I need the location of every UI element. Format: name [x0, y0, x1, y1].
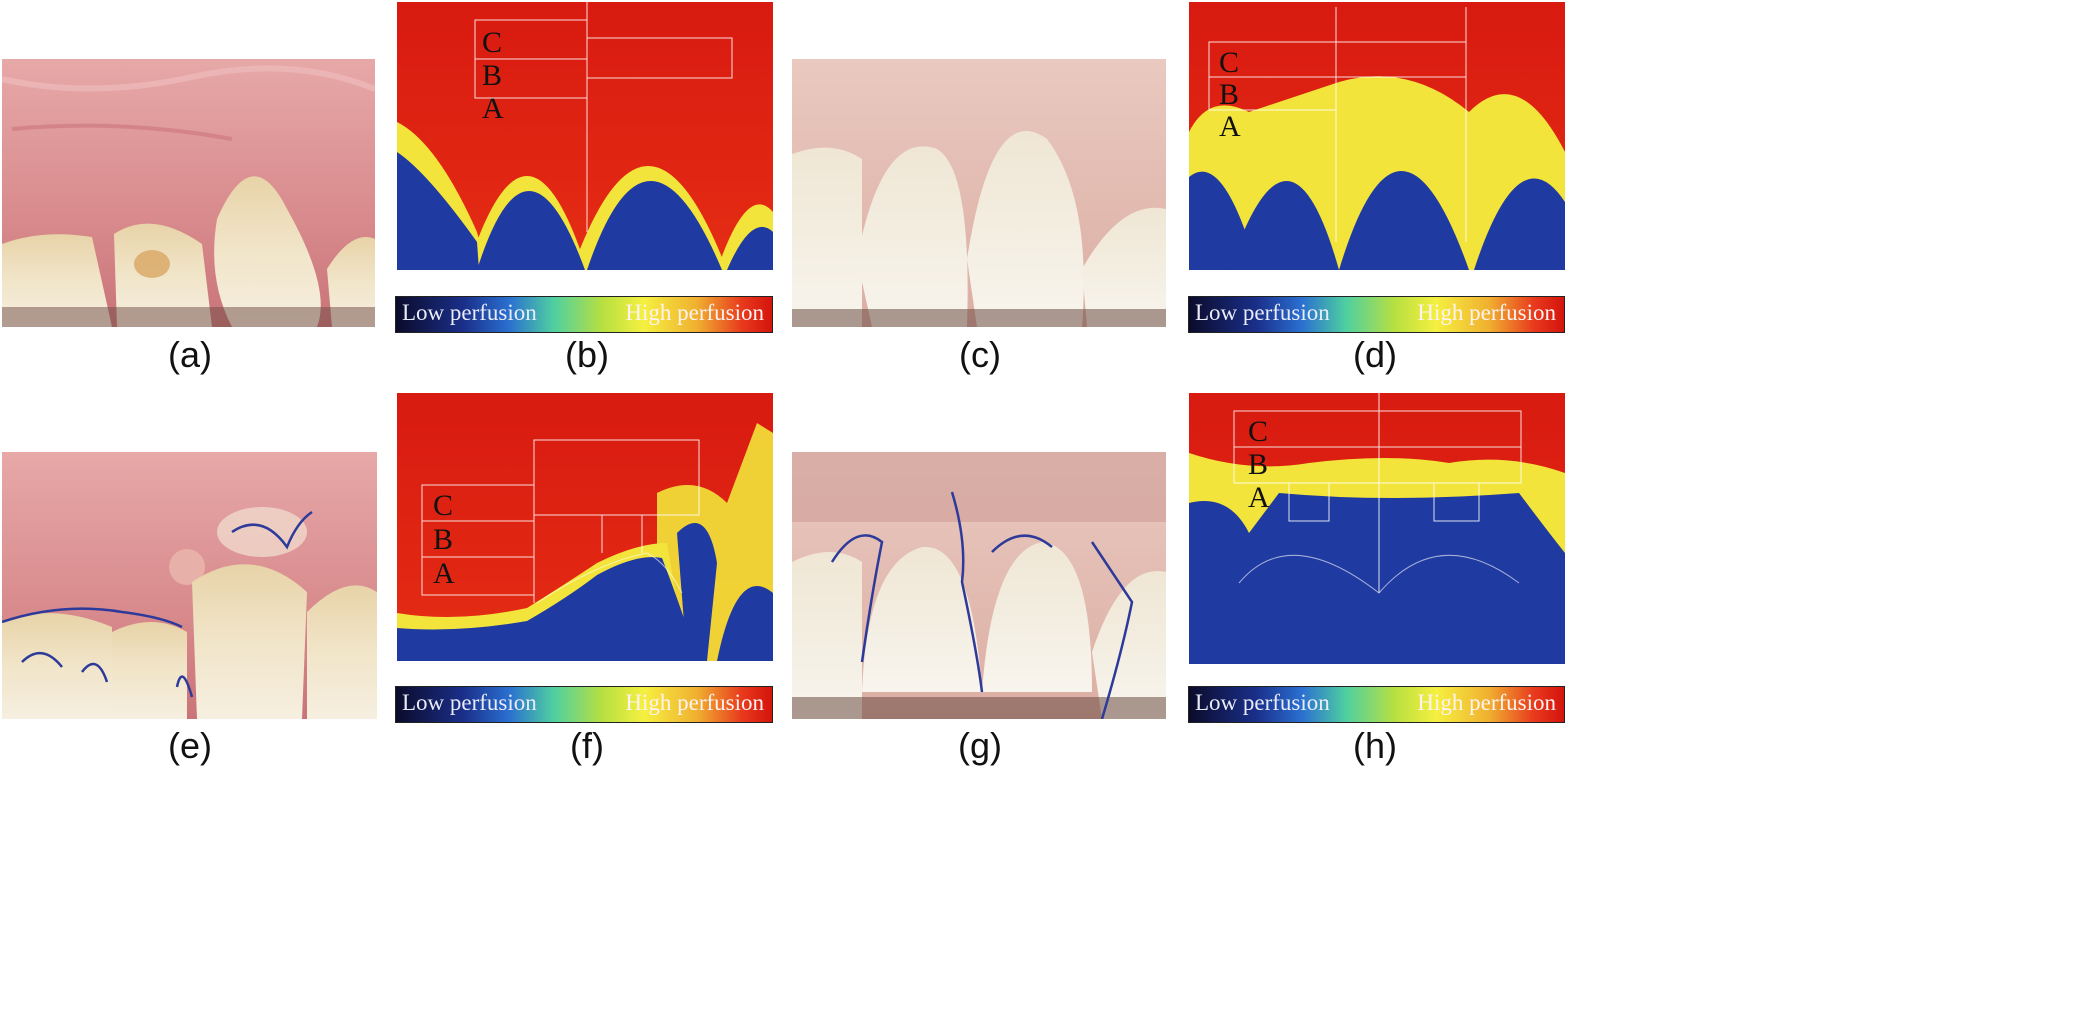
photo-panel-g [792, 452, 1166, 719]
perfusion-scale-bar-h: Low perfusion High perfusion [1188, 686, 1565, 723]
zone-label-c: C [482, 26, 503, 59]
caption-a: (a) [168, 334, 212, 375]
caption-c: (c) [959, 334, 1001, 375]
zone-label-a: A [1219, 110, 1241, 143]
zone-label-c: C [433, 489, 454, 522]
photo-panel-c [792, 59, 1166, 327]
perfusion-map-b: C B A [397, 2, 773, 270]
zone-label-b: B [433, 523, 454, 556]
caption-h: (h) [1353, 725, 1397, 766]
high-perfusion-label: High perfusion [625, 690, 764, 715]
high-perfusion-label: High perfusion [1417, 300, 1556, 325]
zone-label-a: A [482, 92, 504, 125]
high-perfusion-label: High perfusion [1417, 690, 1556, 715]
zone-label-c: C [1248, 415, 1269, 448]
zone-label-a: A [1248, 481, 1270, 514]
high-perfusion-label: High perfusion [625, 300, 764, 325]
caption-g: (g) [958, 725, 1002, 766]
perfusion-map-h: C B A [1189, 393, 1565, 664]
low-perfusion-label: Low perfusion [1195, 300, 1330, 325]
zone-label-b: B [482, 59, 503, 92]
photo-panel-e [2, 452, 377, 719]
caption-e: (e) [168, 725, 212, 766]
perfusion-scale-bar-f: Low perfusion High perfusion [395, 686, 773, 723]
perfusion-scale-bar-b: Low perfusion High perfusion [395, 296, 773, 333]
perfusion-map-f: C B A [397, 393, 773, 661]
low-perfusion-label: Low perfusion [1195, 690, 1330, 715]
caption-b: (b) [565, 334, 609, 375]
zone-label-b: B [1248, 448, 1269, 481]
low-perfusion-label: Low perfusion [402, 690, 537, 715]
caption-f: (f) [570, 725, 604, 766]
caption-d: (d) [1353, 334, 1397, 375]
perfusion-scale-bar-d: Low perfusion High perfusion [1188, 296, 1565, 333]
low-perfusion-label: Low perfusion [402, 300, 537, 325]
photo-panel-a [2, 59, 375, 327]
zone-label-a: A [433, 557, 455, 590]
zone-label-b: B [1219, 78, 1240, 111]
zone-label-c: C [1219, 46, 1240, 79]
perfusion-map-d: C B A [1189, 2, 1565, 270]
